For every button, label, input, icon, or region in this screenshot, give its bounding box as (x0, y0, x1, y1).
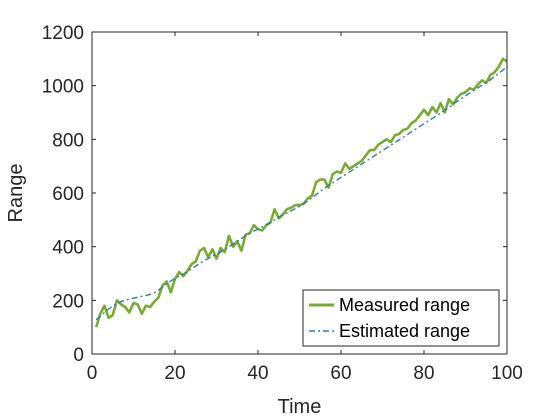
y-tick-label: 1200 (42, 23, 84, 44)
y-tick-label: 200 (52, 291, 84, 312)
y-tick-label: 400 (52, 238, 84, 259)
y-tick-label: 800 (52, 130, 84, 151)
y-axis-label: Range (5, 164, 27, 223)
legend-box (302, 289, 500, 347)
y-tick-label: 600 (52, 184, 84, 205)
measured-range-line (94, 57, 508, 328)
x-tick-label: 0 (87, 363, 98, 384)
legend-estimated-label: Estimated range (339, 321, 470, 341)
estimated-range-line (95, 66, 508, 321)
x-tick-label: 20 (164, 363, 185, 384)
y-tick-label: 1000 (42, 77, 84, 98)
x-tick-label: 60 (330, 363, 351, 384)
x-tick-label: 100 (491, 363, 523, 384)
x-tick-label: 80 (413, 363, 434, 384)
legend: Measured range Estimated range (302, 289, 500, 347)
y-tick-label: 0 (73, 345, 84, 366)
x-axis-label: Time (278, 396, 322, 418)
series-layer (94, 57, 508, 328)
x-tick-label: 40 (247, 363, 268, 384)
legend-measured-label: Measured range (339, 295, 470, 315)
